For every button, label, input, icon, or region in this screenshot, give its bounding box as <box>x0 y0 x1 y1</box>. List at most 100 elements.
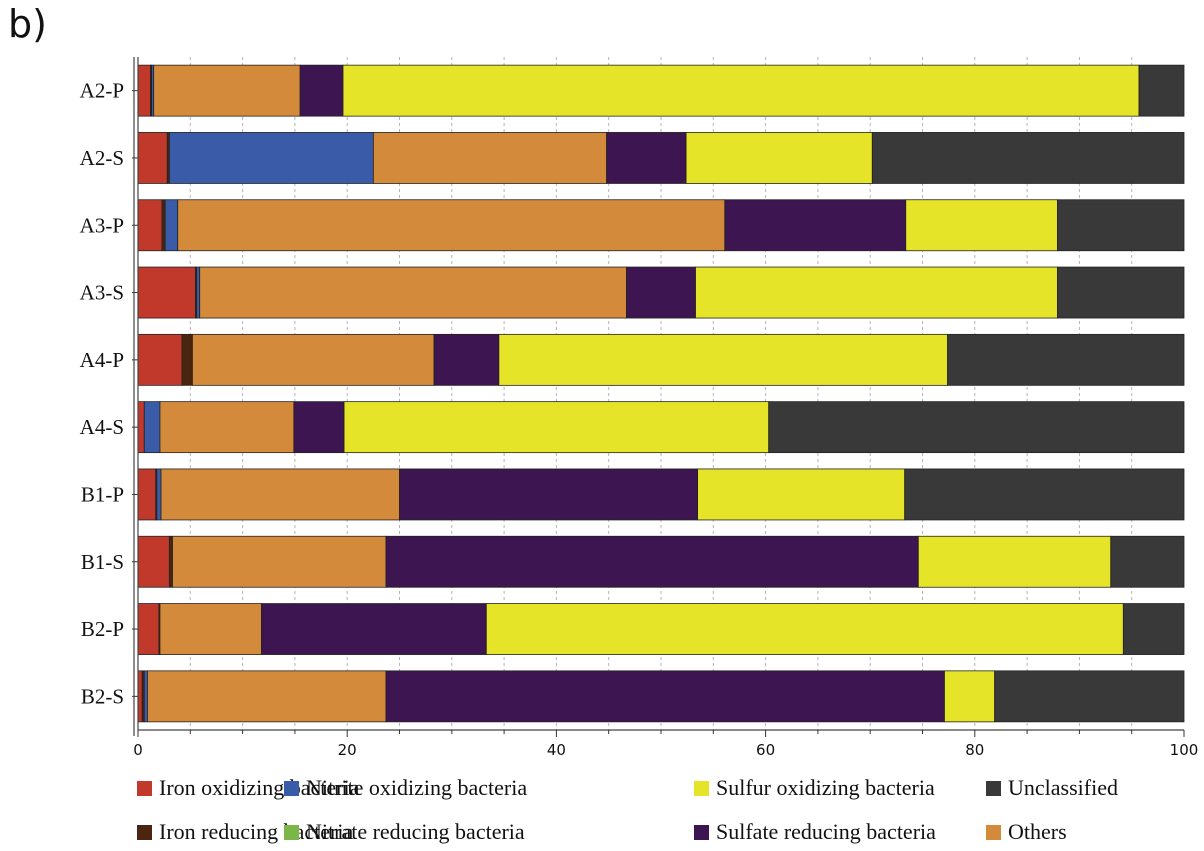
bar-segment-a2-s-sulfate-reducing-bacteria <box>606 132 687 184</box>
x-tick-label-100: 100 <box>1170 741 1199 759</box>
category-labels: A2-P A2-S A3-P A3-S A4-P A4-S B1-P B1-S B2-P B2-S <box>80 79 124 709</box>
legend-swatch <box>986 825 1001 840</box>
bar-segment-b1-s-sulfur-oxidizing-bacteria <box>917 535 1112 588</box>
bar-segment-a4-p-iron-reducing-bacteria <box>181 333 193 386</box>
bar-segment-a2-p-others <box>153 64 301 117</box>
x-tick-label-0: 0 <box>133 741 143 759</box>
category-label-a3-p: A3-P <box>80 213 124 237</box>
legend-swatch <box>986 781 1001 796</box>
category-label-a4-p: A4-P <box>80 348 124 372</box>
bar-segment-b2-p-sulfate-reducing-bacteria <box>261 603 487 655</box>
bar-segment-a3-s-sulfur-oxidizing-bacteria <box>695 266 1058 319</box>
category-label-a2-p: A2-P <box>80 79 124 103</box>
legend-swatch <box>284 781 299 796</box>
category-label-a3-s: A3-S <box>80 281 124 305</box>
bar-segment-a3-p-iron-reducing-bacteria <box>161 199 166 252</box>
bar-segment-a2-s-iron-oxidizing-bacteria <box>137 132 168 184</box>
legend-label: Others <box>1008 819 1067 844</box>
bar-row-a4-s <box>137 401 1185 454</box>
bar-segment-a4-s-sulfate-reducing-bacteria <box>293 401 345 454</box>
bar-segment-a3-s-nitrite-oxidizing-bacteria <box>196 266 201 319</box>
bar-row-b2-p <box>137 603 1185 655</box>
legend-swatch <box>137 781 152 796</box>
bar-segment-b2-s-unclassified <box>994 670 1185 723</box>
bar-segment-b2-p-iron-oxidizing-bacteria <box>137 603 160 655</box>
bar-segment-a2-p-sulfur-oxidizing-bacteria <box>342 64 1140 117</box>
bar-segment-b1-p-sulfate-reducing-bacteria <box>399 468 699 521</box>
legend-item-iron-reducing-bacteria: Iron reducing bacteria <box>137 819 353 844</box>
bar-segment-b2-s-sulfate-reducing-bacteria <box>385 670 945 723</box>
bar-segment-b2-s-nitrite-oxidizing-bacteria <box>143 670 148 723</box>
bar-segment-b2-p-others <box>159 603 262 655</box>
bar-segment-a4-s-unclassified <box>768 401 1185 454</box>
bar-row-a4-p <box>137 333 1185 386</box>
bar-segment-a4-p-sulfate-reducing-bacteria <box>433 333 500 386</box>
x-tick-label-60: 60 <box>756 741 775 759</box>
bar-row-a2-p <box>137 64 1185 117</box>
legend-item-sulfur-oxidizing-bacteria: Sulfur oxidizing bacteria <box>694 775 935 800</box>
bar-segment-a3-s-others <box>199 266 627 319</box>
bar-segment-a3-p-unclassified <box>1057 199 1185 252</box>
bar-segment-a3-s-unclassified <box>1057 266 1185 319</box>
bar-segment-a4-s-others <box>159 401 295 454</box>
bar-segment-a2-s-unclassified <box>871 132 1185 184</box>
category-label-b2-s: B2-S <box>81 684 124 708</box>
bar-segment-a4-s-sulfur-oxidizing-bacteria <box>343 401 770 454</box>
legend-label: Iron reducing bacteria <box>159 819 353 844</box>
bar-segment-a2-p-unclassified <box>1138 64 1185 117</box>
bar-segment-a4-p-others <box>191 333 435 386</box>
legend-swatch <box>694 825 709 840</box>
bar-row-a3-s <box>137 266 1185 319</box>
legend-swatch <box>284 825 299 840</box>
bar-segment-b1-s-unclassified <box>1110 535 1185 588</box>
bar-segment-a3-s-iron-oxidizing-bacteria <box>137 266 196 319</box>
bar-segment-a2-s-sulfur-oxidizing-bacteria <box>685 132 873 184</box>
panel-label: b) <box>8 2 47 46</box>
bar-row-a2-s <box>137 132 1185 184</box>
bar-segment-b2-p-sulfur-oxidizing-bacteria <box>485 603 1124 655</box>
bar-row-a3-p <box>137 199 1185 252</box>
legend-item-others: Others <box>986 819 1067 844</box>
legend-item-iron-oxidizing-bacteria: Iron oxidizing bacteria <box>137 775 360 800</box>
bar-segment-a3-p-nitrite-oxidizing-bacteria <box>164 199 179 252</box>
x-axis-ticks: 0 20 40 60 80 100 <box>133 730 1198 759</box>
legend-item-nitrite-oxidizing-bacteria: Nitrite oxidizing bacteria <box>284 775 527 800</box>
bar-segment-a2-p-iron-oxidizing-bacteria <box>137 64 151 117</box>
bar-segment-a4-p-iron-oxidizing-bacteria <box>137 333 183 386</box>
bar-segment-b2-p-unclassified <box>1122 603 1185 655</box>
bar-row-b1-s <box>137 535 1185 588</box>
legend-label: Nitrate reducing bacteria <box>306 819 525 844</box>
legend-item-unclassified: Unclassified <box>986 775 1118 800</box>
bar-segment-a2-s-nitrite-oxidizing-bacteria <box>168 132 374 184</box>
bar-segment-b1-p-unclassified <box>904 468 1185 521</box>
bar-segment-b1-s-iron-oxidizing-bacteria <box>137 535 170 588</box>
bar-segment-a3-s-sulfate-reducing-bacteria <box>626 266 696 319</box>
bar-segment-b1-p-nitrite-oxidizing-bacteria <box>156 468 162 521</box>
bar-row-b2-s <box>137 670 1185 723</box>
x-tick-label-80: 80 <box>965 741 984 759</box>
category-label-b1-s: B1-S <box>81 550 124 574</box>
bar-segment-a3-p-sulfate-reducing-bacteria <box>724 199 907 252</box>
legend-label: Unclassified <box>1008 775 1118 800</box>
legend-label: Iron oxidizing bacteria <box>159 775 360 800</box>
category-label-a2-s: A2-S <box>80 146 124 170</box>
category-label-a4-s: A4-S <box>80 415 124 439</box>
legend-swatch <box>137 825 152 840</box>
bar-segment-a4-s-iron-oxidizing-bacteria <box>137 401 145 454</box>
category-label-b2-p: B2-P <box>81 617 124 641</box>
bar-segment-b1-s-iron-reducing-bacteria <box>168 535 173 588</box>
bar-segment-b1-p-others <box>160 468 400 521</box>
bar-segment-a3-p-others <box>177 199 726 252</box>
bar-segment-a4-p-unclassified <box>947 333 1185 386</box>
bar-segment-a4-s-nitrite-oxidizing-bacteria <box>143 401 161 454</box>
bar-segment-a3-p-sulfur-oxidizing-bacteria <box>905 199 1058 252</box>
legend-item-sulfate-reducing-bacteria: Sulfate reducing bacteria <box>694 819 936 844</box>
bar-segment-a2-s-others <box>372 132 608 184</box>
bars <box>137 64 1185 723</box>
x-tick-label-40: 40 <box>547 741 566 759</box>
bar-segment-b2-s-iron-oxidizing-bacteria <box>137 670 143 723</box>
bar-segment-b1-p-sulfur-oxidizing-bacteria <box>697 468 906 521</box>
legend-label: Sulfur oxidizing bacteria <box>716 775 935 800</box>
